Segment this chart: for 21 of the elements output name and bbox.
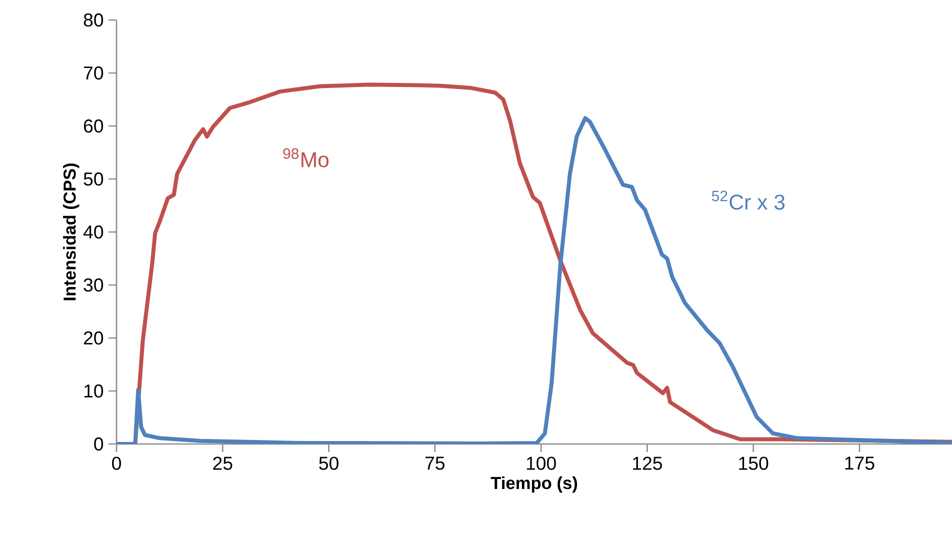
x-tick-label: 100 [526,456,556,470]
x-tick-label: 150 [739,456,768,470]
y-tick-label: 10 [84,384,104,398]
y-tick-label: 60 [84,119,104,133]
x-tick-label: 125 [633,456,662,470]
x-tick-label: 50 [319,456,338,470]
y-tick-label: 80 [84,13,104,27]
x-tick-label: 175 [845,456,874,470]
y-tick-label: 20 [84,331,104,345]
y-axis-title: Intensidad (CPS) [63,164,80,300]
y-tick-label: 30 [84,278,104,292]
y-tick-label: 70 [84,66,104,80]
text: $^{98}$Mo [283,148,329,168]
x-axis-title: Tiempo (s) [490,476,578,493]
x-tick-label: 25 [213,456,232,470]
y-tick-label: 40 [83,225,104,239]
x-tick-label: 75 [426,456,445,470]
y-tick-label: 50 [84,172,104,186]
y-tick-label: 0 [94,437,104,451]
text: $^{52}$Cr x 3 [712,190,785,210]
x-tick-label: 0 [112,456,121,470]
